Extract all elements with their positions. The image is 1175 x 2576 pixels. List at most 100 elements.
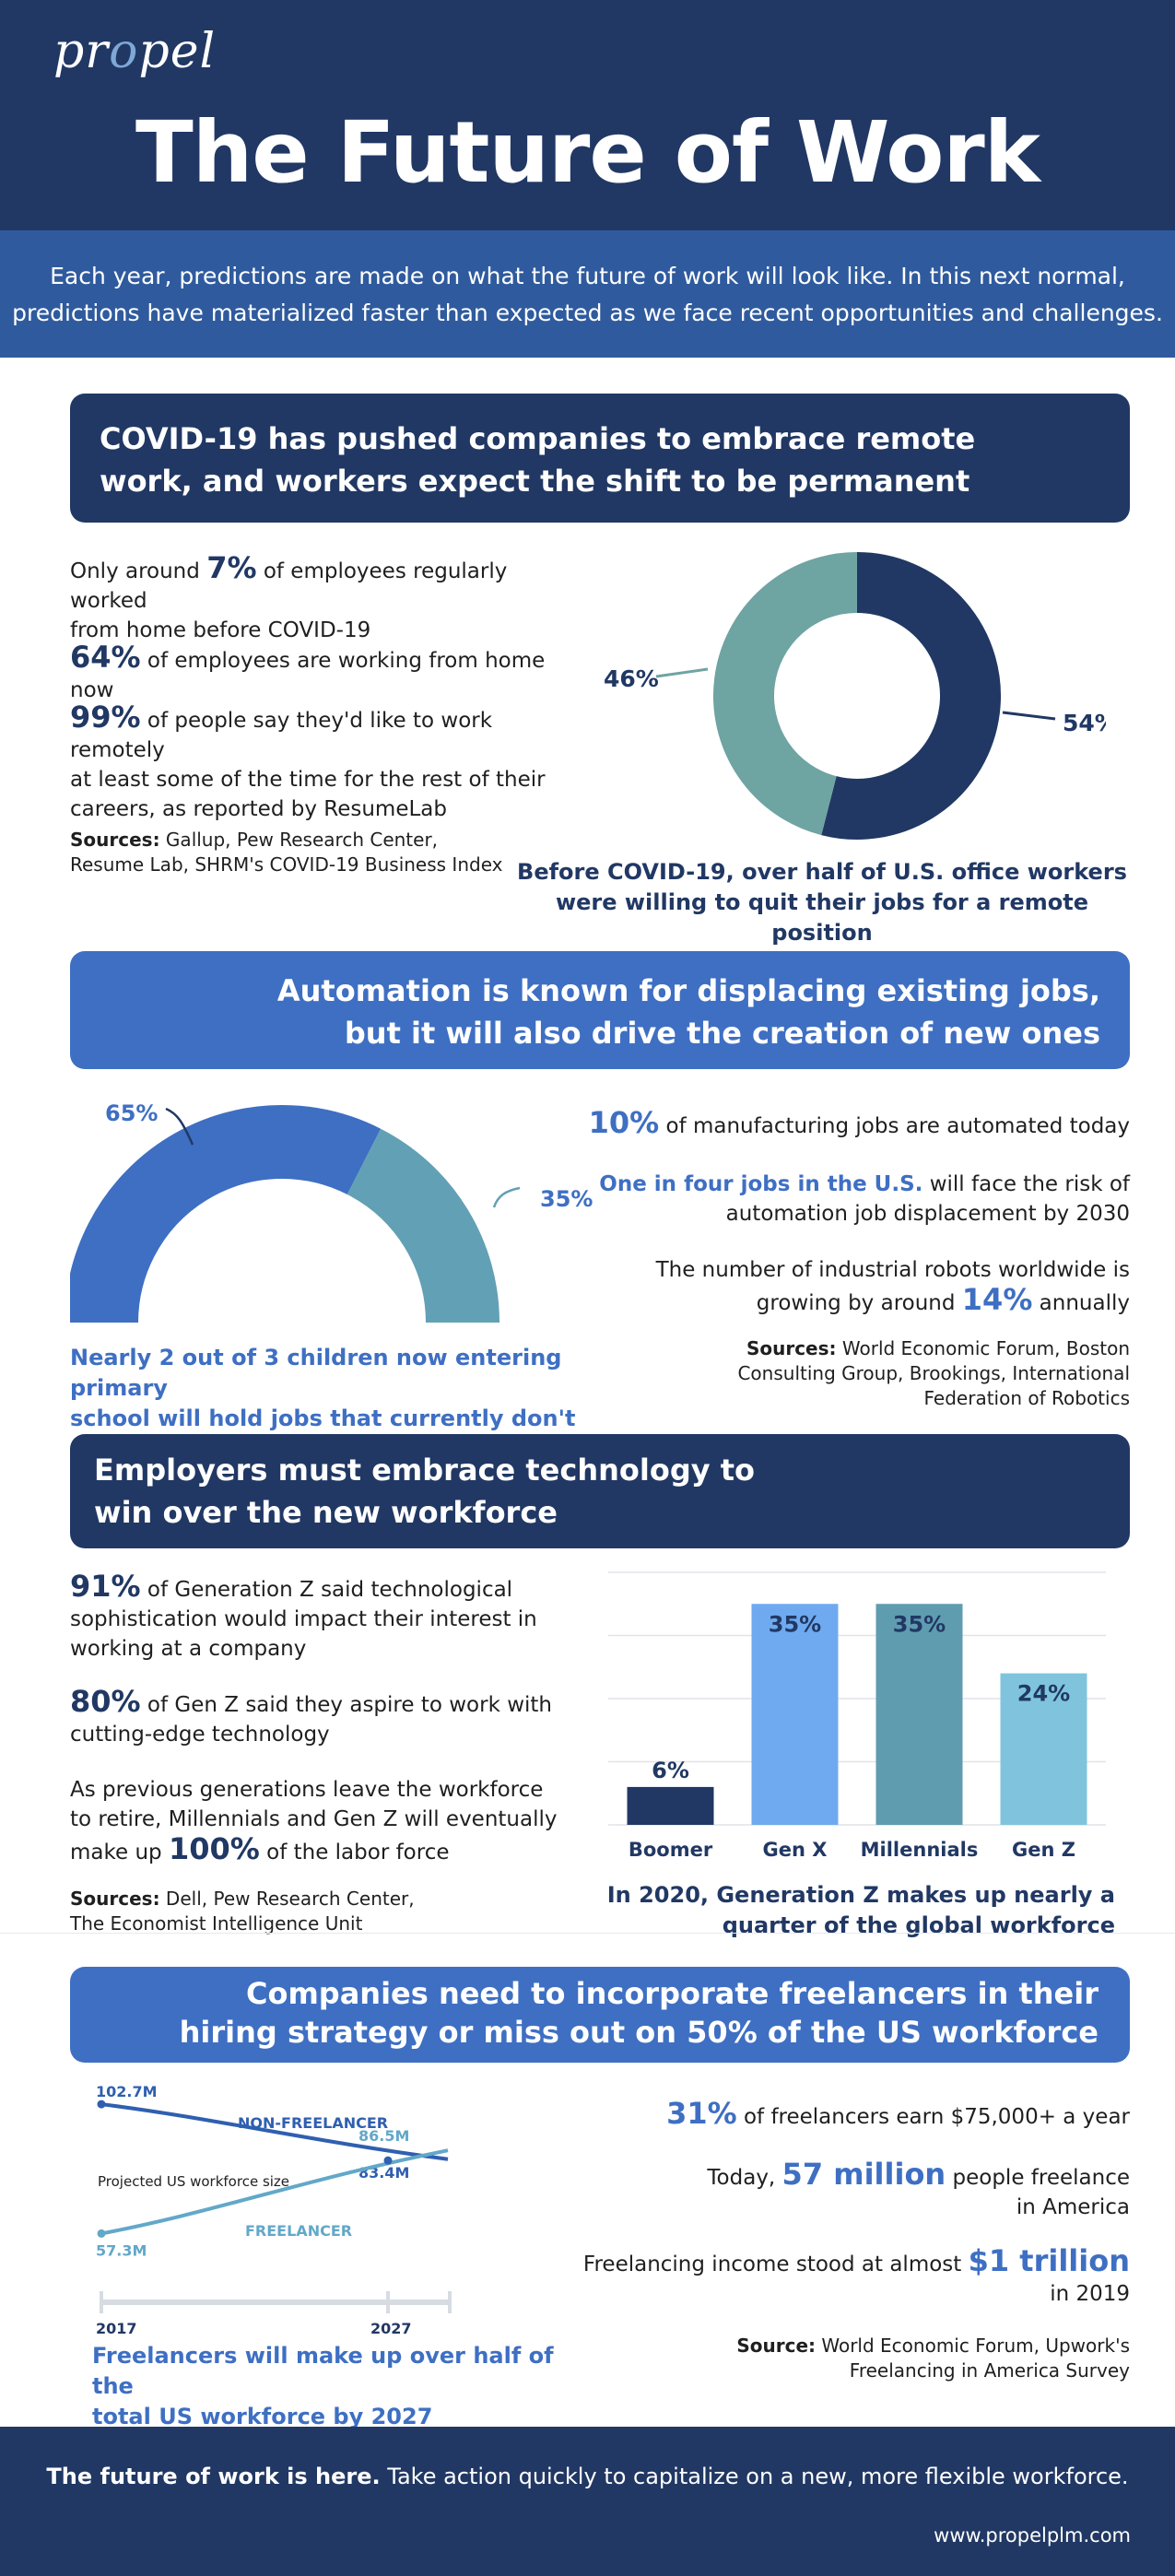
donut-slices — [713, 552, 1001, 840]
s1-caption-line2: were willing to quit their jobs for a re… — [555, 889, 1089, 946]
s3-stat2-post: of Gen Z said they aspire to work with — [140, 1693, 553, 1717]
s4-source-line2: Freelancing in America Survey — [849, 2359, 1130, 2382]
section1-banner: COVID-19 has pushed companies to embrace… — [70, 394, 1130, 523]
s4-stat-57-million: Today, 57 million people freelance in Am… — [553, 2159, 1130, 2222]
s4-stat2-post: people freelance — [946, 2166, 1131, 2190]
s1-caption-line1: Before COVID-19, over half of U.S. offic… — [517, 859, 1127, 885]
bar-value-label: 6% — [652, 1758, 689, 1783]
section3-heading-1: Employers must embrace technology to — [94, 1453, 755, 1488]
remote-work-donut-chart: 46% 54% — [604, 552, 1106, 840]
s2-stat2-highlight: One in four jobs in the U.S. — [599, 1172, 923, 1196]
series-start-point — [97, 2100, 106, 2109]
s2-stat3-number: 14% — [961, 1282, 1033, 1317]
s3-sources: Sources: Dell, Pew Research Center, The … — [70, 1887, 586, 1936]
s1-stat3-line3: careers, as reported by ResumeLab — [70, 797, 447, 821]
logo-text-end: pel — [138, 24, 217, 79]
s1-stat-64pct: 64% of employees are working from home n… — [70, 642, 586, 705]
s2-stat3-line1: The number of industrial robots worldwid… — [655, 1258, 1130, 1282]
s3-stat3-line2: to retire, Millennials and Gen Z will ev… — [70, 1807, 558, 1831]
s2-sources-line1: World Economic Forum, Boston — [836, 1337, 1130, 1359]
logo-text: pr — [53, 24, 110, 79]
s1-sources: Sources: Gallup, Pew Research Center, Re… — [70, 828, 586, 877]
s4-caption-line2: total US workforce by 2027 — [92, 2404, 433, 2429]
bar-category-label: Gen Z — [1012, 1839, 1075, 1861]
section3-heading-2: win over the new workforce — [94, 1495, 558, 1530]
s1-stat1-number: 7% — [206, 550, 257, 585]
s3-caption-line2: quarter of the global workforce — [722, 1912, 1115, 1938]
s3-caption-line1: In 2020, Generation Z makes up nearly a — [606, 1882, 1115, 1908]
s3-stat1-line3: working at a company — [70, 1637, 307, 1661]
s2-stat-14pct: The number of industrial robots worldwid… — [553, 1255, 1130, 1318]
s2-sources: Sources: World Economic Forum, Boston Co… — [553, 1336, 1130, 1411]
s1-stat3-number: 99% — [70, 700, 141, 735]
section4-heading-2: hiring strategy or miss out on 50% of th… — [179, 2015, 1099, 2050]
s3-sources-line2: The Economist Intelligence Unit — [70, 1912, 363, 1935]
bar-gen-x — [751, 1604, 839, 1825]
logo-o: o — [109, 24, 139, 79]
s4-stat1-number: 31% — [666, 2096, 737, 2131]
s1-stat1-line2: from home before COVID-19 — [70, 618, 371, 642]
s3-stat3-pre: make up — [70, 1841, 169, 1864]
section2-heading-1: Automation is known for displacing exist… — [276, 973, 1100, 1008]
freelancer-line-chart: 102.7M 83.4M NON-FREELANCER 57.3M 86.5M FREEL… — [96, 2083, 452, 2337]
footer-tagline-text: Take action quickly to capitalize on a n… — [380, 2464, 1129, 2489]
footer-tagline-bold: The future of work is here. — [46, 2464, 381, 2489]
section3-banner: Employers must embrace technology to win… — [70, 1434, 1130, 1548]
s2-sources-line2: Consulting Group, Brookings, Internation… — [737, 1362, 1130, 1384]
donut-slice-46pct — [713, 552, 858, 836]
bar-gen-z — [1000, 1673, 1087, 1825]
series-start-label: 57.3M — [96, 2241, 147, 2259]
footer-website-link[interactable]: www.propelplm.com — [934, 2524, 1131, 2547]
section2-banner: Automation is known for displacing exist… — [70, 951, 1130, 1069]
gauge-label-65: 65% — [105, 1100, 158, 1126]
bar-value-label: 35% — [769, 1611, 821, 1637]
bar-category-label: Gen X — [763, 1839, 828, 1861]
section4-heading-1: Companies need to incorporate freelancer… — [245, 1976, 1099, 2011]
s2-stat1-post: of manufacturing jobs are automated toda… — [659, 1114, 1130, 1138]
s2-stat-10pct: 10% of manufacturing jobs are automated … — [553, 1108, 1130, 1141]
s3-chart-caption: In 2020, Generation Z makes up nearly a … — [553, 1880, 1115, 1941]
s3-stat1-post: of Generation Z said technological — [140, 1578, 513, 1602]
bar-marks: 6% Boomer 35% Gen X 35% Millennials 24% Gen Z — [627, 1604, 1087, 1861]
propel-logo[interactable]: propel — [53, 24, 216, 79]
s4-stat-1-trillion: Freelancing income stood at almost $1 tr… — [553, 2246, 1130, 2309]
s1-stat3-post: of people say they'd like to work remote… — [70, 709, 493, 762]
s1-sources-line1: Gallup, Pew Research Center, — [159, 829, 439, 851]
s2-stat2-line2: automation job displacement by 2030 — [725, 1202, 1130, 1226]
s4-stat-31pct: 31% of freelancers earn $75,000+ a year — [553, 2099, 1130, 2132]
gauge-leader-teal — [492, 1186, 521, 1208]
s4-source-line1: World Economic Forum, Upwork's — [816, 2335, 1130, 2357]
s4-stat2-line2: in America — [1016, 2195, 1130, 2219]
footer-tagline: The future of work is here. Take action … — [0, 2464, 1175, 2489]
s3-sources-label: Sources: — [70, 1888, 160, 1910]
gauge-slice-35pct — [346, 1128, 499, 1323]
s4-stat3-line2: in 2019 — [1050, 2282, 1130, 2306]
s2-stat2-post: will face the risk of — [922, 1172, 1130, 1196]
s3-stat2-line2: cutting-edge technology — [70, 1723, 330, 1747]
s4-caption-line1: Freelancers will make up over half of th… — [92, 2343, 554, 2399]
bar-value-label: 24% — [1017, 1681, 1070, 1707]
series-name-label: FREELANCER — [245, 2222, 352, 2240]
donut-label-46: 46% — [604, 665, 659, 692]
donut-leader-teal — [655, 667, 709, 678]
generations-bar-chart: 6% Boomer 35% Gen X 35% Millennials 24% Gen Z — [608, 1571, 1106, 1861]
s4-source-label: Source: — [736, 2335, 817, 2357]
series-2027-label: 86.5M — [358, 2127, 409, 2145]
series-start-point — [97, 2229, 106, 2238]
s2-stat3-post: annually — [1032, 1291, 1130, 1315]
footer: The future of work is here. Take action … — [0, 2427, 1175, 2576]
automation-half-donut-chart: 65% 35% — [70, 1100, 593, 1323]
bar-millennials — [875, 1604, 963, 1825]
s2-caption-line1: Nearly 2 out of 3 children now entering … — [70, 1345, 562, 1401]
s1-sources-line2: Resume Lab, SHRM's COVID-19 Business Ind… — [70, 853, 503, 876]
s3-sources-line1: Dell, Pew Research Center, — [159, 1888, 415, 1910]
series-line-freelancer — [100, 2148, 449, 2236]
s1-stat-99pct: 99% of people say they'd like to work re… — [70, 702, 586, 824]
series-line-non-freelancer — [100, 2102, 449, 2161]
s1-stat2-post: of employees are working from home now — [70, 649, 546, 702]
s3-stat2-number: 80% — [70, 1684, 141, 1719]
gauge-slice-65pct — [70, 1105, 382, 1323]
s3-stat3-number: 100% — [168, 1831, 260, 1866]
s3-stat1-line2: sophistication would impact their intere… — [70, 1607, 537, 1631]
bar-category-label: Millennials — [861, 1839, 979, 1861]
